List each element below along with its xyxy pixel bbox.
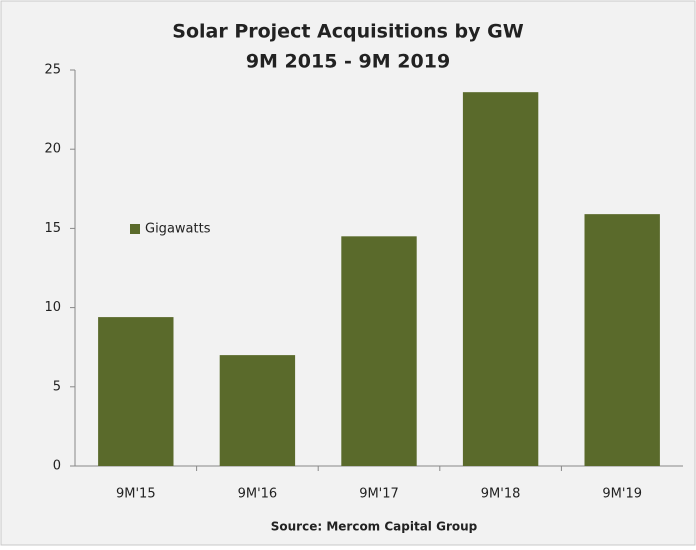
x-tick-label: 9M'18 — [481, 487, 521, 502]
legend-swatch — [130, 224, 140, 234]
legend-label: Gigawatts — [145, 222, 211, 237]
bar — [462, 92, 539, 467]
chart-subtitle: 9M 2015 - 9M 2019 — [246, 51, 450, 73]
source-note: Source: Mercom Capital Group — [271, 520, 478, 534]
y-tick-label: 15 — [44, 221, 61, 236]
chart-title: Solar Project Acquisitions by GW — [172, 21, 523, 43]
y-tick-label: 20 — [44, 142, 61, 157]
y-tick-label: 0 — [53, 459, 61, 474]
bar — [341, 236, 417, 466]
y-tick-label: 5 — [53, 379, 61, 394]
x-tick-label: 9M'17 — [359, 487, 399, 502]
x-tick-label: 9M'16 — [238, 487, 278, 502]
x-tick-label: 9M'19 — [602, 487, 642, 502]
bar — [98, 317, 174, 466]
bar — [219, 355, 296, 466]
y-tick-label: 10 — [44, 300, 61, 315]
y-tick-label: 25 — [44, 63, 61, 78]
bar — [584, 214, 660, 466]
x-tick-label: 9M'15 — [116, 487, 156, 502]
